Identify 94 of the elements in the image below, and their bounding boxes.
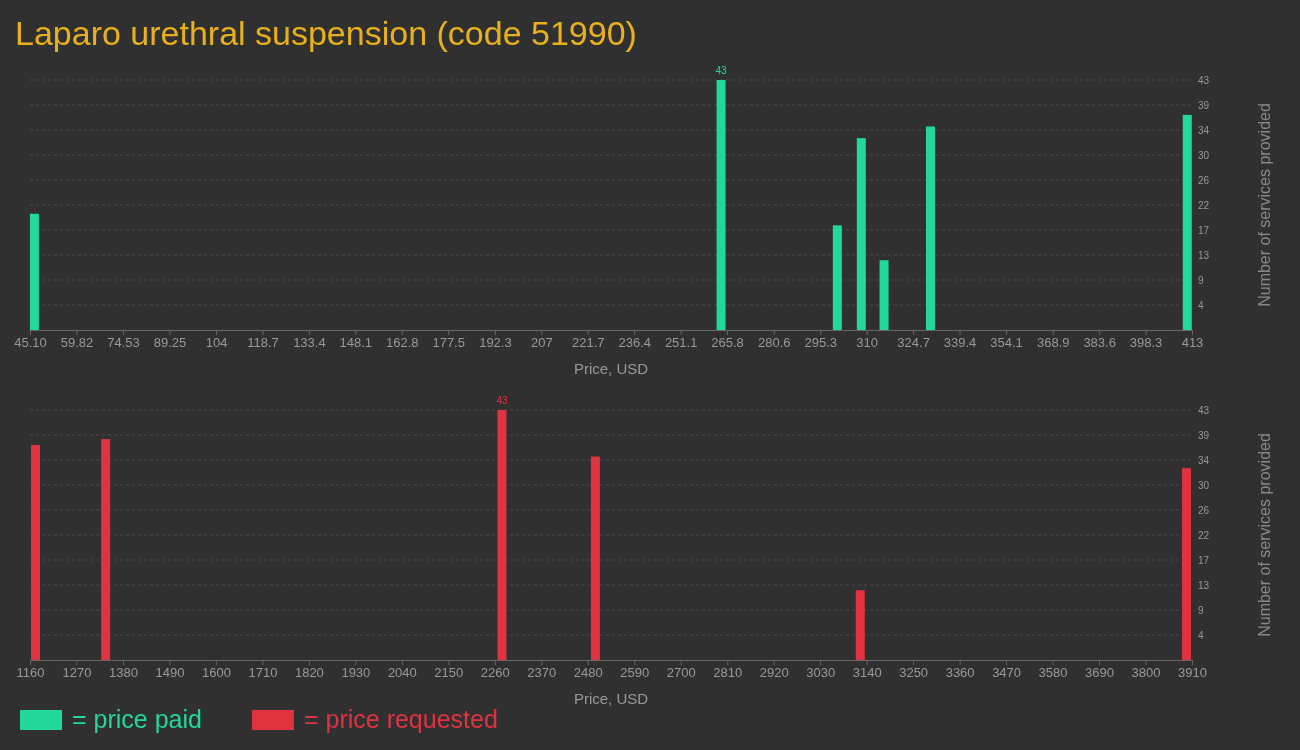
x-tick-label: 1930 (341, 665, 371, 681)
y-tick-label: 13 (1198, 249, 1210, 261)
x-tick-label: 3910 (1178, 665, 1207, 681)
x-tick-label: 3030 (806, 665, 836, 681)
bar (1182, 468, 1192, 660)
x-tick-label: 2260 (480, 665, 510, 681)
y-tick-label: 30 (1198, 149, 1210, 161)
y-axis-title: Number of services provided (1256, 433, 1273, 637)
y-tick-label: 9 (1198, 604, 1204, 616)
x-tick-label: 74.53 (107, 335, 140, 351)
bar (1182, 114, 1192, 330)
y-tick-label: 26 (1198, 504, 1210, 516)
x-tick-label: 3580 (1038, 665, 1068, 681)
y-tick-label: 17 (1198, 224, 1210, 236)
x-tick-label: 45.10 (14, 335, 47, 351)
y-tick-label: 4 (1198, 299, 1204, 311)
y-tick-label: 9 (1198, 274, 1204, 286)
data-label: 43 (715, 65, 728, 76)
x-tick-label: 118.7 (247, 335, 279, 351)
x-tick-label: 310 (856, 335, 879, 351)
bar (101, 439, 111, 660)
y-tick-label: 13 (1198, 579, 1210, 591)
x-tick-label: 2810 (713, 665, 743, 681)
data-label: 43 (496, 395, 508, 406)
x-tick-label: 1380 (109, 665, 138, 681)
x-tick-label: 1160 (16, 665, 45, 681)
x-tick-label: 2590 (620, 665, 650, 681)
legend-label: = price requested (303, 705, 498, 733)
x-axis-title: Price, USD (573, 690, 649, 707)
y-axis-title: Number of services provided (1256, 103, 1273, 307)
y-tick-label: 17 (1198, 554, 1210, 566)
x-tick-label: 104 (205, 335, 228, 351)
bar (716, 80, 726, 330)
x-tick-label: 221.7 (572, 335, 605, 351)
x-tick-label: 192.3 (479, 335, 512, 351)
x-tick-label: 177.5 (432, 335, 465, 351)
bar (855, 590, 865, 660)
x-tick-label: 2920 (759, 665, 789, 681)
x-tick-label: 1490 (155, 665, 185, 681)
x-tick-label: 251.1 (664, 335, 698, 351)
x-tick-label: 1270 (62, 665, 92, 681)
x-tick-label: 383.6 (1083, 335, 1116, 351)
x-tick-label: 207 (531, 335, 553, 351)
x-tick-label: 1820 (294, 665, 324, 681)
chart-title: Laparo urethral suspension (code 51990) (15, 14, 637, 52)
x-tick-label: 398.3 (1129, 335, 1163, 351)
bar (30, 444, 40, 660)
x-tick-label: 2370 (527, 665, 557, 681)
x-axis-title: Price, USD (573, 360, 649, 377)
x-tick-label: 354.1 (990, 335, 1023, 351)
x-tick-label: 1710 (248, 665, 278, 681)
x-tick-label: 413 (1181, 335, 1204, 351)
x-tick-label: 2700 (666, 665, 696, 681)
x-tick-label: 368.9 (1036, 335, 1070, 351)
bar (856, 138, 866, 330)
y-tick-label: 22 (1198, 529, 1210, 541)
bar (590, 456, 600, 660)
x-tick-label: 1600 (201, 665, 231, 681)
bar (832, 225, 842, 330)
x-tick-label: 2150 (434, 665, 464, 681)
y-tick-label: 26 (1198, 174, 1210, 186)
x-tick-label: 324.7 (897, 335, 930, 351)
bar (879, 260, 889, 330)
x-tick-label: 162.8 (385, 335, 419, 351)
x-tick-label: 3800 (1131, 665, 1161, 681)
y-tick-label: 22 (1198, 199, 1210, 211)
x-tick-label: 265.8 (711, 335, 744, 351)
x-tick-label: 236.4 (618, 335, 651, 351)
x-tick-label: 148.1 (339, 335, 373, 351)
y-tick-label: 4 (1198, 629, 1204, 641)
y-tick-label: 30 (1198, 479, 1210, 491)
bar (29, 213, 39, 330)
y-tick-label: 43 (1198, 404, 1210, 416)
x-tick-label: 339.4 (943, 335, 977, 351)
x-tick-label: 3360 (945, 665, 975, 681)
x-tick-label: 2040 (387, 665, 417, 681)
x-tick-label: 3690 (1085, 665, 1114, 681)
x-tick-label: 3140 (852, 665, 882, 681)
bar (925, 126, 935, 330)
legend-label: = price paid (72, 705, 202, 733)
y-tick-label: 39 (1198, 99, 1210, 111)
x-tick-label: 89.25 (153, 335, 187, 351)
x-tick-label: 2480 (573, 665, 603, 681)
y-tick-label: 34 (1198, 124, 1210, 136)
y-tick-label: 34 (1198, 454, 1210, 466)
x-tick-label: 280.6 (758, 335, 791, 351)
bar (497, 410, 507, 660)
x-tick-label: 59.82 (60, 335, 94, 351)
x-tick-label: 133.4 (293, 335, 326, 351)
y-tick-label: 39 (1198, 429, 1210, 441)
x-tick-label: 295.3 (804, 335, 838, 351)
y-tick-label: 43 (1198, 74, 1210, 86)
x-tick-label: 3470 (992, 665, 1022, 681)
x-tick-label: 3250 (899, 665, 929, 681)
